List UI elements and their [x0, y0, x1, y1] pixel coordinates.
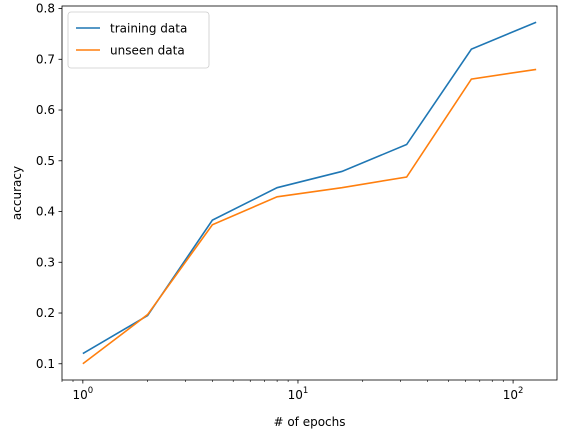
legend-box — [67, 11, 210, 69]
plot-lines — [82, 21, 537, 365]
legend-label: training data — [110, 21, 187, 35]
legend-label: unseen data — [110, 43, 185, 57]
plot-frame — [61, 5, 558, 381]
y-tick-label: 0.8 — [36, 2, 55, 16]
y-tick-label: 0.4 — [36, 205, 55, 219]
y-tick-label: 0.6 — [36, 103, 55, 117]
y-tick-label: 0.7 — [36, 52, 55, 66]
x-tick-label: 101 — [288, 386, 309, 402]
y-axis-ticks: 0.1 0.2 0.3 0.4 0.5 0.6 0.7 0.8 — [36, 2, 62, 371]
x-axis-ticks: 100 101 102 — [61, 380, 524, 402]
y-axis-label: accuracy — [10, 166, 24, 220]
series-line-1 — [82, 21, 537, 355]
y-tick-label: 0.2 — [36, 306, 55, 320]
series-line-2 — [82, 68, 537, 365]
y-tick-label: 0.5 — [36, 154, 55, 168]
x-tick-label: 102 — [503, 386, 524, 402]
y-tick-label: 0.3 — [36, 255, 55, 269]
legend: training data unseen data — [67, 11, 210, 69]
y-tick-label: 0.1 — [36, 357, 55, 371]
x-tick-label: 100 — [72, 386, 93, 402]
x-axis-label: # of epochs — [273, 415, 345, 429]
